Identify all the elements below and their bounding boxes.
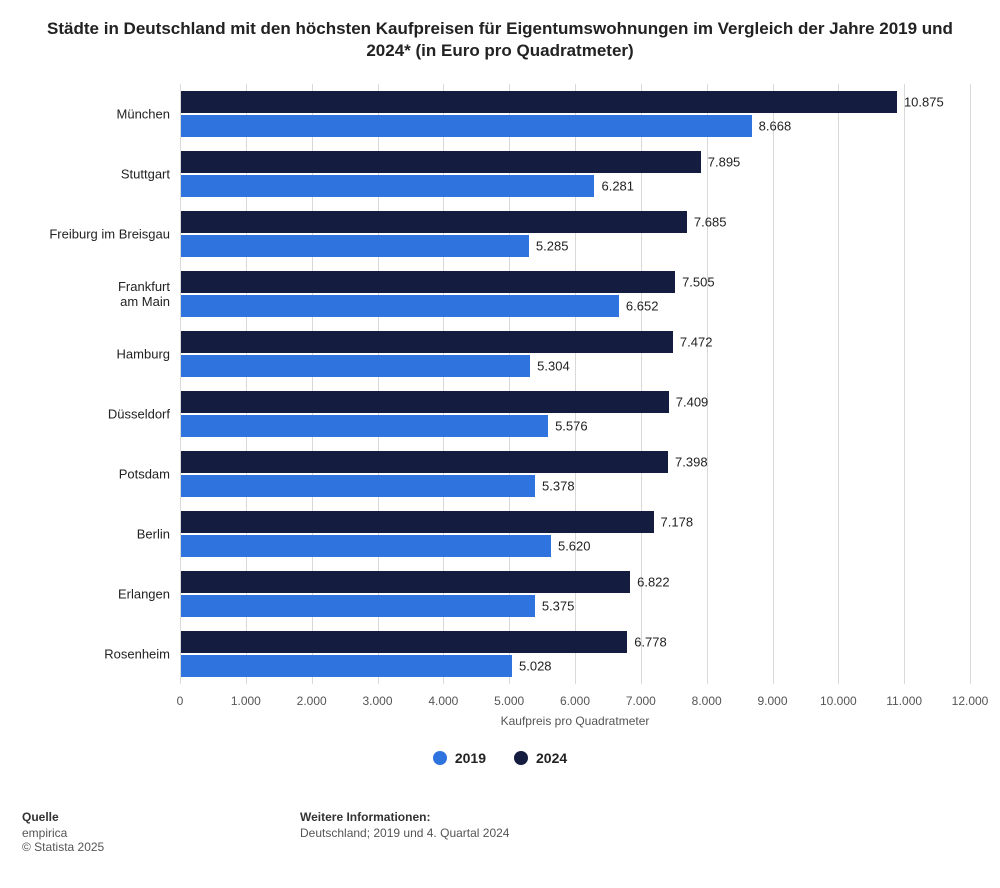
bar-value-label: 5.620 (558, 539, 591, 554)
footer-source: Quelle empirica © Statista 2025 (22, 810, 104, 854)
category-label: Stuttgart (20, 167, 170, 182)
footer-copyright: © Statista 2025 (22, 840, 104, 854)
legend-swatch (514, 751, 528, 765)
footer-more-info: Weitere Informationen: Deutschland; 2019… (300, 810, 509, 840)
gridline (838, 84, 839, 684)
gridline (970, 84, 971, 684)
category-label: Erlangen (20, 587, 170, 602)
category-label: Hamburg (20, 347, 170, 362)
gridline (509, 84, 510, 684)
plot-area: 01.0002.0003.0004.0005.0006.0007.0008.00… (180, 84, 970, 684)
bar-value-label: 6.281 (601, 179, 634, 194)
bar-value-label: 7.472 (680, 335, 713, 350)
legend: 2019 2024 (0, 750, 1000, 768)
bar-2024 (181, 211, 687, 233)
legend-label: 2024 (536, 750, 567, 766)
bar-2019 (181, 175, 594, 197)
gridline (246, 84, 247, 684)
bar-value-label: 5.378 (542, 479, 575, 494)
gridline (180, 84, 181, 684)
x-tick-label: 3.000 (362, 694, 392, 708)
gridline (904, 84, 905, 684)
bar-2024 (181, 511, 654, 533)
bar-value-label: 7.505 (682, 275, 715, 290)
chart-area: 0 1.000 2.000 3.000 4.000 5.000 6.000 7.000 8.00… (0, 80, 1000, 740)
bar-value-label: 6.822 (637, 575, 670, 590)
x-tick-label: 12.000 (952, 694, 989, 708)
gridline (707, 84, 708, 684)
category-label: Rosenheim (20, 647, 170, 662)
category-label: Potsdam (20, 467, 170, 482)
bar-2024 (181, 331, 673, 353)
x-tick-label: 11.000 (886, 694, 922, 708)
x-axis-title: Kaufpreis pro Quadratmeter (180, 714, 970, 728)
category-label: Freiburg im Breisgau (20, 227, 170, 242)
x-tick-label: 0 (177, 694, 184, 708)
bar-value-label: 7.178 (661, 515, 694, 530)
x-tick-label: 8.000 (692, 694, 722, 708)
legend-label: 2019 (455, 750, 486, 766)
gridline (641, 84, 642, 684)
bar-value-label: 7.409 (676, 395, 709, 410)
category-label: Frankfurt am Main (20, 279, 170, 309)
bar-value-label: 5.304 (537, 359, 570, 374)
x-tick-label: 2.000 (297, 694, 327, 708)
bar-2019 (181, 415, 548, 437)
x-tick-label: 4.000 (428, 694, 458, 708)
bar-value-label: 7.685 (694, 215, 727, 230)
x-tick-label: 6.000 (560, 694, 590, 708)
legend-item: 2024 (514, 750, 567, 766)
bar-2019 (181, 475, 535, 497)
bar-2024 (181, 91, 897, 113)
bar-value-label: 5.285 (536, 239, 569, 254)
bar-2024 (181, 631, 627, 653)
bar-value-label: 8.668 (759, 119, 792, 134)
bar-2024 (181, 451, 668, 473)
x-tick-label: 9.000 (757, 694, 787, 708)
footer-source-name: empirica (22, 826, 104, 840)
chart-title: Städte in Deutschland mit den höchsten K… (0, 0, 1000, 68)
footer-more-info-text: Deutschland; 2019 und 4. Quartal 2024 (300, 826, 509, 840)
x-tick-label: 7.000 (626, 694, 656, 708)
bar-value-label: 10.875 (904, 95, 944, 110)
bar-value-label: 7.895 (708, 155, 741, 170)
bar-2019 (181, 235, 529, 257)
x-tick-label: 1.000 (231, 694, 261, 708)
bar-value-label: 6.652 (626, 299, 659, 314)
bar-value-label: 7.398 (675, 455, 708, 470)
bar-2019 (181, 595, 535, 617)
gridline (773, 84, 774, 684)
footer-more-info-heading: Weitere Informationen: (300, 810, 509, 824)
bar-2024 (181, 391, 669, 413)
x-tick-label: 10.000 (820, 694, 857, 708)
bar-value-label: 5.576 (555, 419, 588, 434)
bar-2019 (181, 115, 752, 137)
x-tick-label: 5.000 (494, 694, 524, 708)
bar-2024 (181, 271, 675, 293)
footer-source-heading: Quelle (22, 810, 104, 824)
bar-value-label: 5.375 (542, 599, 575, 614)
bar-2019 (181, 655, 512, 677)
bar-value-label: 5.028 (519, 659, 552, 674)
gridline (312, 84, 313, 684)
category-label: München (20, 107, 170, 122)
legend-item: 2019 (433, 750, 486, 766)
category-label: Düsseldorf (20, 407, 170, 422)
bar-2019 (181, 355, 530, 377)
gridline (378, 84, 379, 684)
legend-swatch (433, 751, 447, 765)
category-label: Berlin (20, 527, 170, 542)
bar-value-label: 6.778 (634, 635, 667, 650)
bar-2024 (181, 571, 630, 593)
gridline (443, 84, 444, 684)
bar-2019 (181, 535, 551, 557)
gridline (575, 84, 576, 684)
bar-2019 (181, 295, 619, 317)
bar-2024 (181, 151, 701, 173)
